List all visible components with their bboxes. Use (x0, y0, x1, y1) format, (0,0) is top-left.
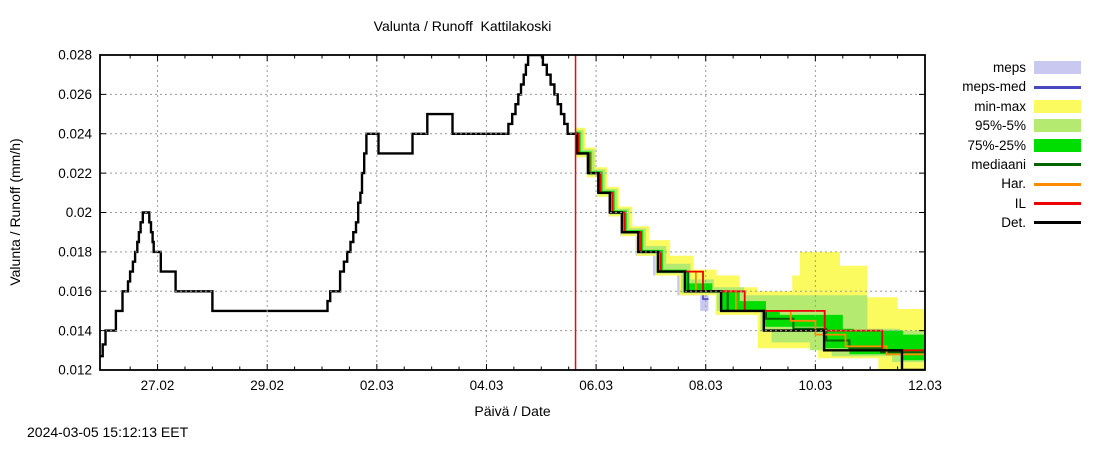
legend-row-mediaani: mediaani (948, 155, 1081, 174)
x-tick-label: 04.03 (470, 378, 504, 393)
x-tick-label: 27.02 (141, 378, 175, 393)
y-tick-label: 0.028 (58, 48, 92, 63)
legend-swatch-line (1034, 85, 1081, 89)
x-tick-label: 12.03 (908, 378, 942, 393)
legend-label: min-max (974, 98, 1026, 114)
y-tick-label: 0.012 (58, 363, 92, 378)
legend-swatch-line (1034, 163, 1081, 167)
y-tick-label: 0.016 (58, 284, 92, 299)
y-tick-label: 0.02 (66, 205, 92, 220)
legend-swatch-line (1034, 201, 1081, 205)
legend-row-min-max: min-max (948, 97, 1081, 116)
legend-label: mediaani (971, 156, 1026, 172)
legend-swatch-band (1034, 61, 1081, 75)
legend-label: 95%-5% (974, 118, 1026, 134)
legend-row-det-: Det. (948, 213, 1081, 232)
legend-label: Har. (1001, 176, 1026, 192)
legend-label: 75%-25% (967, 137, 1026, 153)
line-det (100, 55, 925, 370)
y-tick-label: 0.026 (58, 87, 92, 102)
line-il (575, 132, 925, 352)
legend-row-meps: meps (948, 58, 1081, 77)
legend-label: Det. (1001, 215, 1026, 231)
x-axis-label: Päivä / Date (474, 403, 551, 419)
band-95-5 (575, 129, 925, 363)
legend-swatch-band (1034, 119, 1081, 133)
legend-row-meps-med: meps-med (948, 77, 1081, 96)
legend-label: IL (1014, 195, 1026, 211)
legend-swatch-line (1034, 221, 1081, 225)
band-75-25 (575, 131, 925, 361)
y-tick-label: 0.022 (58, 166, 92, 181)
y-tick-label: 0.018 (58, 245, 92, 260)
legend-label: meps-med (962, 79, 1026, 95)
legend-swatch-band (1034, 99, 1081, 113)
y-tick-label: 0.024 (58, 126, 92, 141)
x-tick-label: 02.03 (360, 378, 394, 393)
y-axis-label: Valunta / Runoff (mm/h) (7, 138, 23, 286)
legend-row-95-5-: 95%-5% (948, 116, 1081, 135)
legend: meps meps-med min-max 95%-5% 75%-25% mediaani… (948, 58, 1081, 233)
x-tick-label: 08.03 (689, 378, 723, 393)
series-layer (100, 55, 925, 370)
chart-title: Valunta / Runoff Kattilakoski (373, 18, 552, 34)
axis-ticks (100, 54, 926, 371)
y-tick-label: 0.014 (58, 323, 92, 338)
x-tick-label: 29.02 (250, 378, 284, 393)
legend-row-75-25-: 75%-25% (948, 136, 1081, 155)
legend-row-il: IL (948, 194, 1081, 213)
legend-swatch-line (1034, 182, 1081, 186)
tick-labels: 0.012 0.014 0.016 0.018 0.02 0.022 0.024 0.026 0… (58, 48, 942, 393)
legend-row-har-: Har. (948, 174, 1081, 193)
legend-label: meps (992, 60, 1026, 75)
timestamp: 2024-03-05 15:12:13 EET (27, 424, 189, 440)
x-tick-label: 10.03 (798, 378, 832, 393)
x-tick-label: 06.03 (579, 378, 613, 393)
legend-swatch-band (1034, 138, 1081, 152)
